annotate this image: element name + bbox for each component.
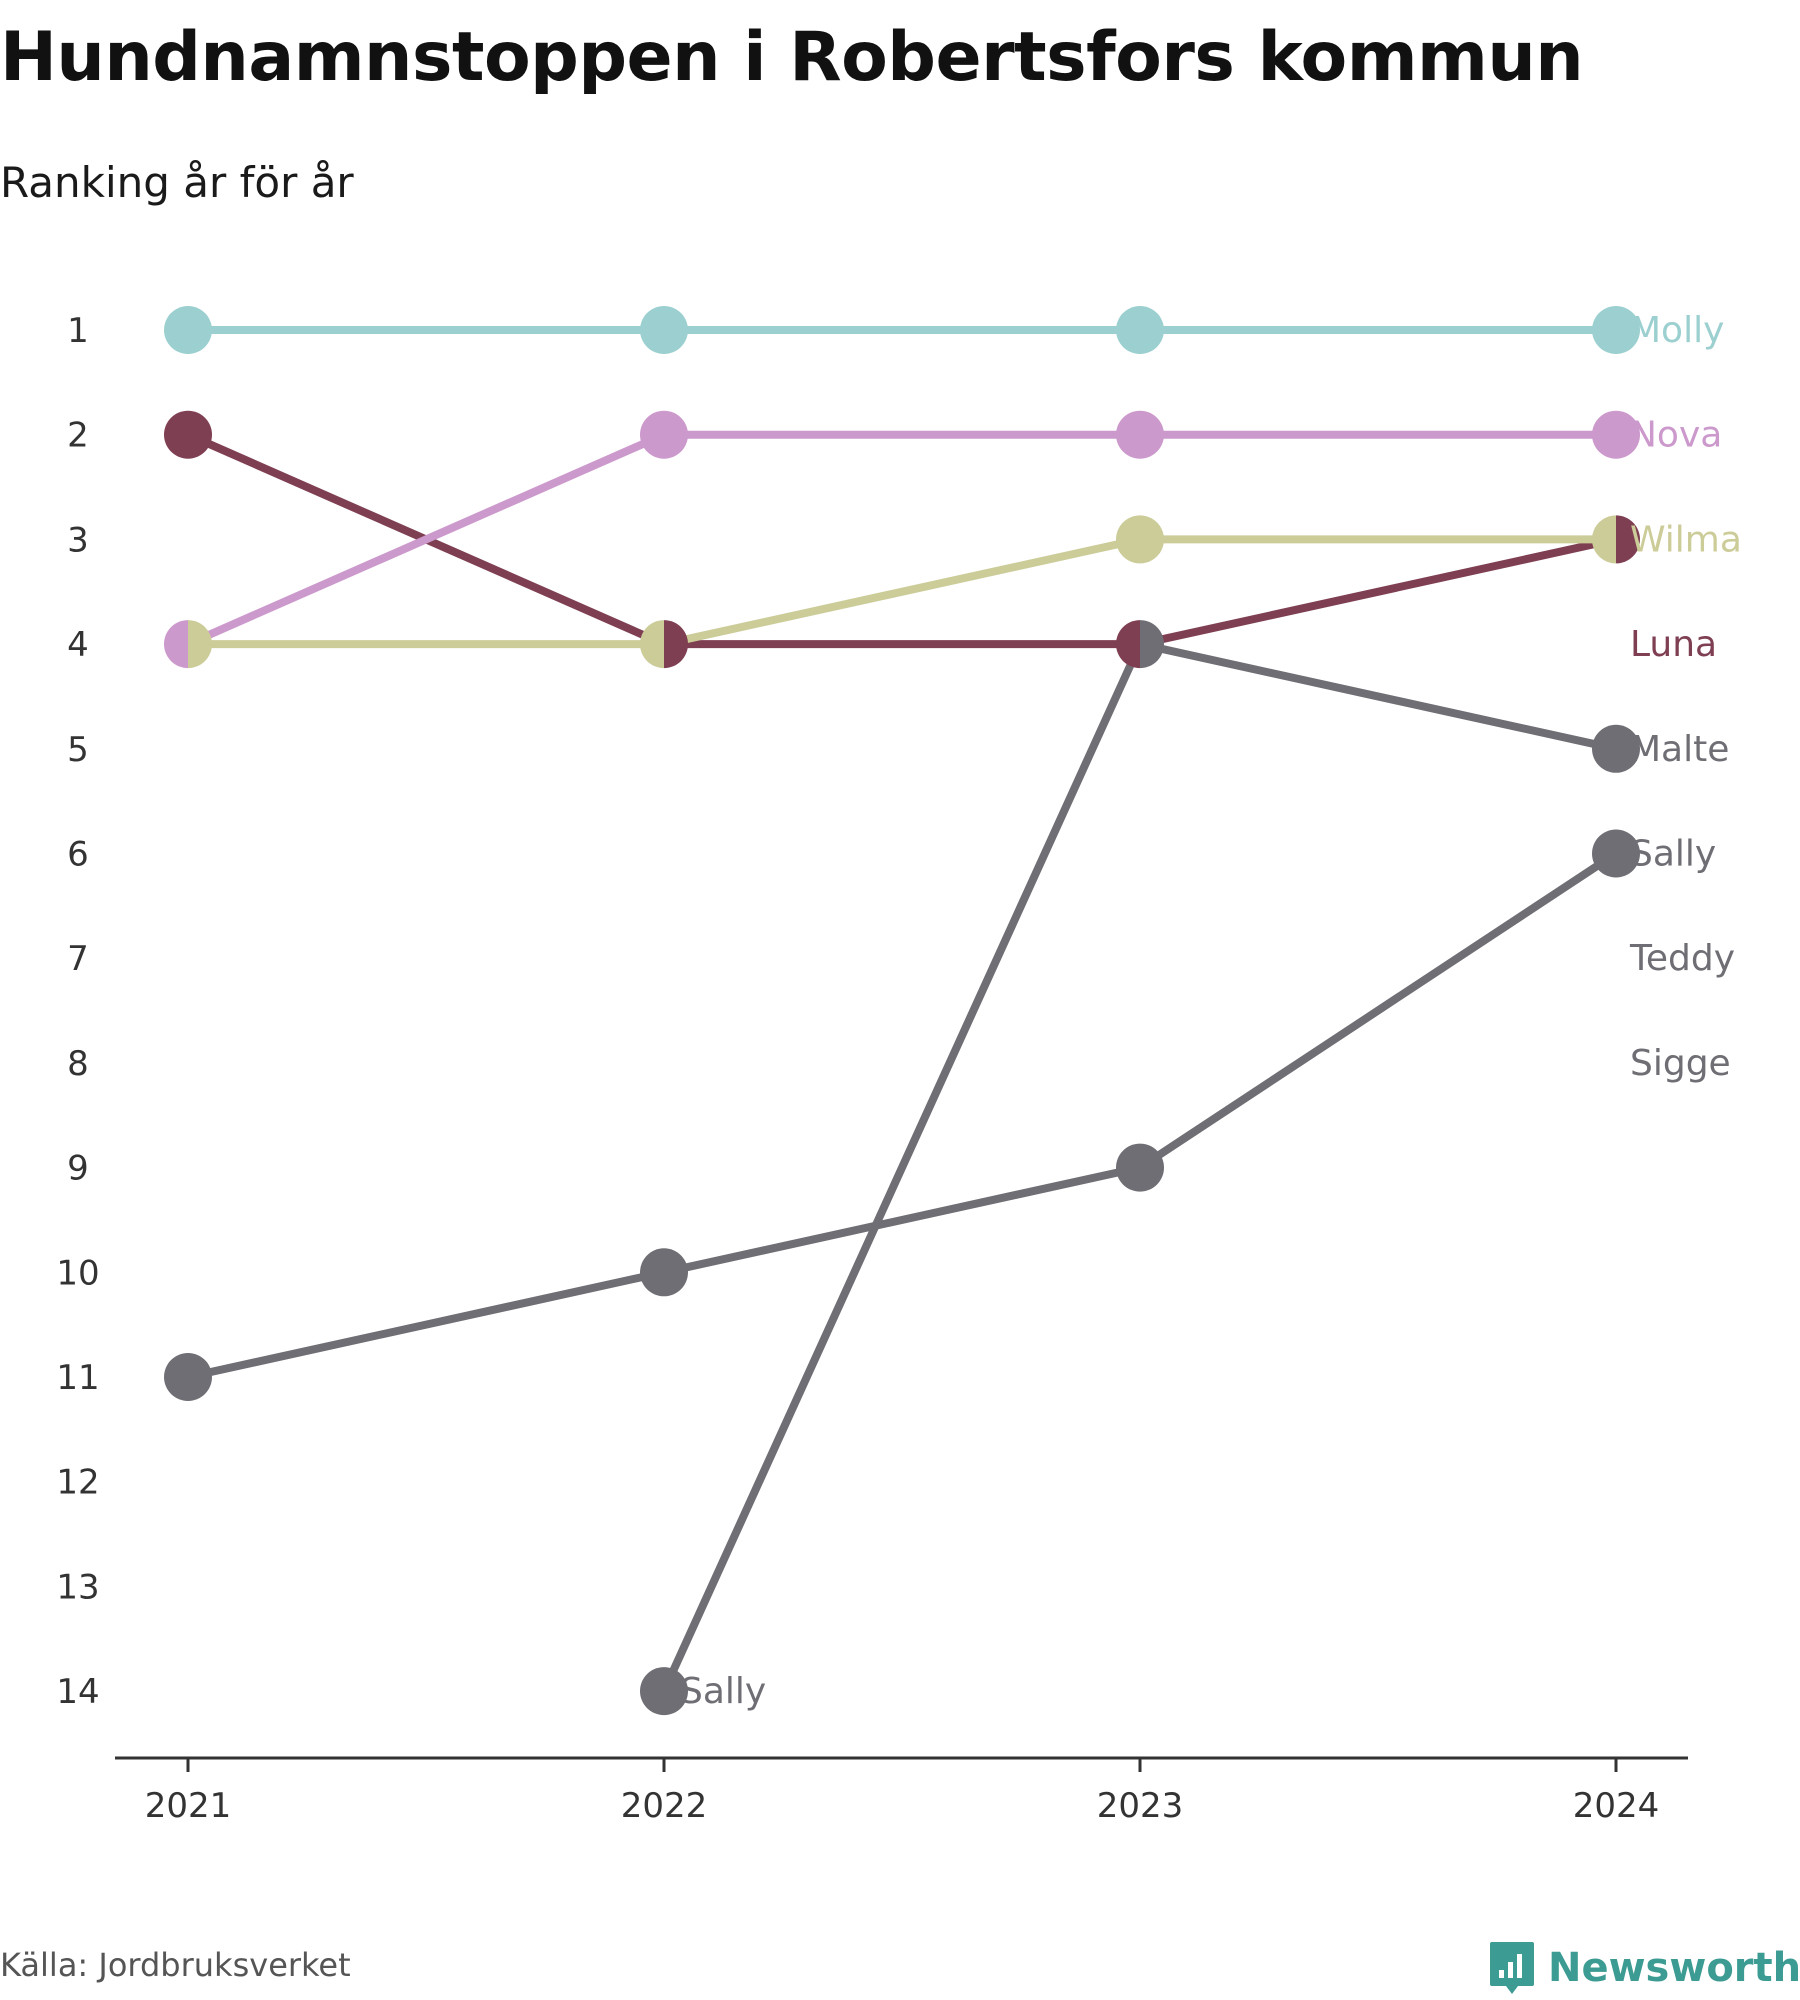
brand-name: Newsworthy — [1548, 1945, 1800, 1991]
data-point-2022-rank-10 — [640, 1248, 688, 1297]
series-line-sally — [184, 849, 1620, 1381]
data-point-2023-rank-2 — [1116, 410, 1164, 459]
data-point-2022-rank-4-left — [640, 620, 664, 669]
data-point-2023-rank-4-right — [1140, 620, 1164, 669]
series-line-nova — [184, 430, 1620, 649]
data-point-2023-rank-4-left — [1116, 620, 1140, 669]
y-tick-label: 5 — [67, 730, 89, 770]
x-tick-label: 2023 — [1097, 1786, 1184, 1826]
data-point-2021-rank-4-left — [164, 620, 188, 669]
y-tick-label: 1 — [67, 311, 89, 351]
data-point-2024-rank-1 — [1592, 306, 1640, 354]
series-label-nova: Nova — [1630, 415, 1722, 456]
y-tick-label: 12 — [56, 1463, 99, 1503]
data-point-2024-rank-5 — [1592, 724, 1640, 773]
series-line-wilma — [184, 535, 1620, 649]
data-point-2023-rank-3 — [1116, 515, 1164, 564]
data-point-2021-rank-11 — [164, 1353, 212, 1401]
data-point-2024-rank-3-right — [1616, 515, 1640, 564]
y-tick-label: 8 — [67, 1044, 89, 1084]
series-label-teddy: Teddy — [1629, 938, 1735, 979]
data-point-2023-rank-1 — [1116, 306, 1164, 354]
series-label-wilma: Wilma — [1630, 519, 1742, 560]
chart-title: Hundnamnstoppen i Robertsfors kommun — [0, 18, 1584, 97]
y-tick-label: 10 — [56, 1253, 99, 1293]
series-label-molly: Molly — [1630, 310, 1724, 351]
series-label-sigge: Sigge — [1630, 1043, 1731, 1084]
chart-subtitle: Ranking år för år — [0, 158, 354, 207]
data-point-2022-rank-2 — [640, 410, 688, 459]
y-tick-label: 14 — [56, 1672, 99, 1712]
y-tick-label: 13 — [56, 1567, 99, 1607]
data-point-2021-rank-1 — [164, 306, 212, 354]
series-lines — [184, 326, 1620, 1696]
data-point-2022-rank-14 — [640, 1667, 688, 1716]
series-label-sally: Sally — [680, 1671, 766, 1712]
brand-logo: Newsworthy — [1488, 1940, 1800, 1996]
series-label-luna: Luna — [1630, 624, 1717, 665]
newsworthy-logo-icon — [1490, 1942, 1534, 1994]
y-tick-label: 2 — [67, 416, 89, 456]
data-point-2021-rank-2 — [164, 410, 212, 459]
series-labels: Molly Nova Wilma Luna Malte Sally Teddy Sigge Sa… — [680, 310, 1742, 1712]
series-points — [164, 306, 1640, 1716]
series-label-sally: Sally — [1630, 834, 1716, 875]
source-note: Källa: Jordbruksverket — [0, 1946, 351, 1984]
y-tick-label: 3 — [67, 520, 89, 560]
data-point-2024-rank-3-left — [1592, 515, 1616, 564]
y-tick-label: 4 — [67, 625, 89, 665]
y-tick-label: 9 — [67, 1149, 89, 1189]
y-tick-label: 11 — [56, 1358, 99, 1398]
data-point-2024-rank-6 — [1592, 829, 1640, 878]
data-point-2024-rank-2 — [1592, 410, 1640, 459]
y-tick-label: 7 — [67, 939, 89, 979]
x-tick-label: 2021 — [145, 1786, 232, 1826]
data-point-2023-rank-9 — [1116, 1143, 1164, 1192]
y-tick-label: 6 — [67, 835, 89, 875]
x-tick-label: 2022 — [621, 1786, 708, 1826]
data-point-2022-rank-1 — [640, 306, 688, 354]
data-point-2021-rank-4-right — [188, 620, 213, 669]
data-point-2022-rank-4-right — [664, 620, 688, 669]
x-tick-label: 2024 — [1573, 1786, 1660, 1826]
series-label-malte: Malte — [1630, 729, 1729, 770]
